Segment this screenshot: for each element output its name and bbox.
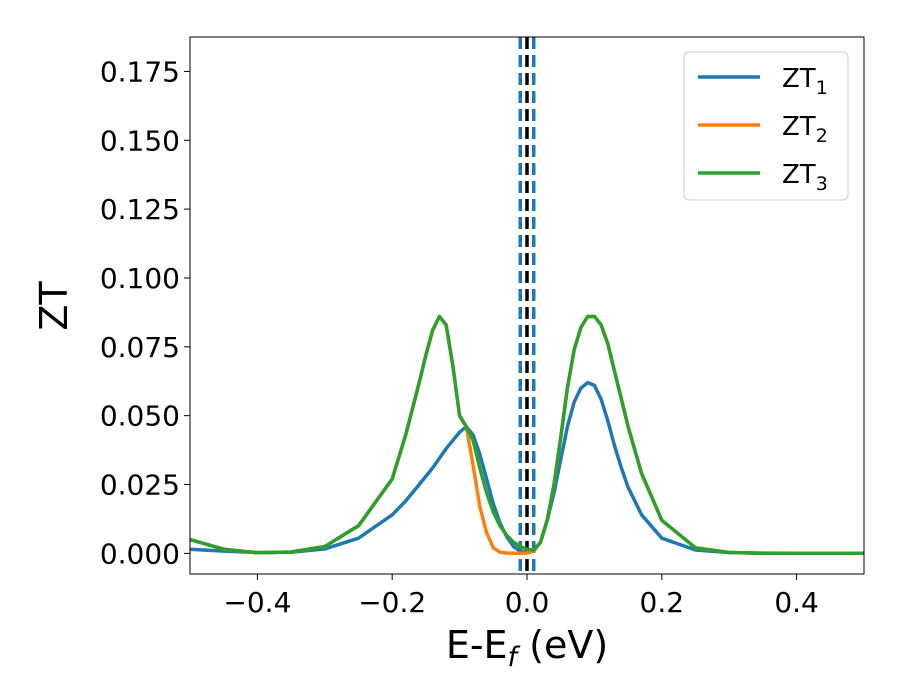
legend-entries: ZT1 ZT2 ZT3: [698, 64, 828, 195]
series-line-3: [190, 314, 864, 556]
x-axis-label: E-Ef (eV): [446, 623, 608, 673]
series-lines: [190, 314, 864, 556]
x-tick-label: −0.2: [358, 586, 426, 619]
y-axis-label: ZT: [32, 281, 76, 331]
legend-box: [683, 51, 849, 201]
x-tick-label: 0.0: [505, 586, 550, 619]
legend: ZT1 ZT2 ZT3: [683, 51, 849, 201]
legend-label-3: ZT3: [782, 160, 828, 195]
y-tick-label: 0.100: [100, 262, 180, 295]
y-tick-label: 0.050: [100, 400, 180, 433]
y-tick-label: 0.150: [100, 124, 180, 157]
x-axis-label-main: E-E: [446, 623, 508, 667]
y-tick-label: 0.125: [100, 193, 180, 226]
y-tick-label: 0.075: [100, 331, 180, 364]
x-tick-label: 0.2: [640, 586, 685, 619]
y-tick-label: 0.175: [100, 55, 180, 88]
x-tick-label: 0.4: [774, 586, 819, 619]
legend-label-1: ZT1: [782, 64, 828, 99]
y-tick-label: 0.025: [100, 469, 180, 502]
x-axis-label-unit: (eV): [517, 623, 608, 667]
y-tick-label: 0.000: [100, 537, 180, 570]
legend-label-2: ZT2: [782, 112, 828, 147]
x-tick-label: −0.4: [223, 586, 291, 619]
x-axis-ticks: −0.4 −0.2 0.0 0.2 0.4: [223, 574, 819, 619]
y-axis-ticks: 0.000 0.025 0.050 0.075 0.100 0.125 0.150 0.175: [100, 55, 190, 570]
